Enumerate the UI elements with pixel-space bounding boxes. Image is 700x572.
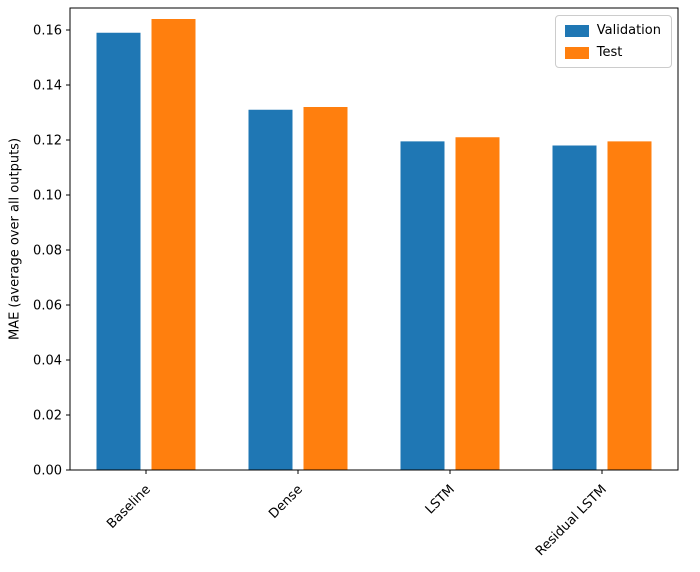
legend: Validation Test <box>554 15 672 68</box>
bar-validation-baseline <box>96 32 141 470</box>
bar-validation-residual-lstm <box>552 145 597 470</box>
y-tick-label: 0.08 <box>33 244 62 259</box>
bar-test-dense <box>303 107 348 470</box>
y-axis-label: MAE (average over all outputs) <box>7 137 23 341</box>
y-tick-label: 0.06 <box>33 299 62 314</box>
legend-item-validation: Validation <box>564 23 661 38</box>
y-tick-label: 0.16 <box>33 24 62 39</box>
x-tick-label: Dense <box>266 482 306 522</box>
legend-swatch-test <box>564 46 589 59</box>
bar-test-lstm <box>455 137 500 470</box>
y-tick-label: 0.02 <box>33 409 62 424</box>
bar-test-residual-lstm <box>607 141 652 470</box>
bar-test-baseline <box>151 19 196 470</box>
y-tick-label: 0.12 <box>33 134 62 149</box>
legend-item-test: Test <box>564 45 661 60</box>
legend-label-validation: Validation <box>596 23 661 38</box>
y-tick-label: 0.14 <box>33 79 62 94</box>
legend-label-test: Test <box>596 45 623 60</box>
x-tick-label: Baseline <box>104 482 154 532</box>
y-tick-label: 0.00 <box>33 464 62 479</box>
bar-validation-dense <box>248 109 293 470</box>
x-tick-label: Residual LSTM <box>533 482 610 559</box>
bar-validation-lstm <box>400 141 445 470</box>
y-tick-label: 0.10 <box>33 189 62 204</box>
axes-spines <box>69 7 679 471</box>
x-tick-label: LSTM <box>423 482 458 517</box>
legend-swatch-validation <box>564 24 589 37</box>
y-tick-label: 0.04 <box>33 354 62 369</box>
